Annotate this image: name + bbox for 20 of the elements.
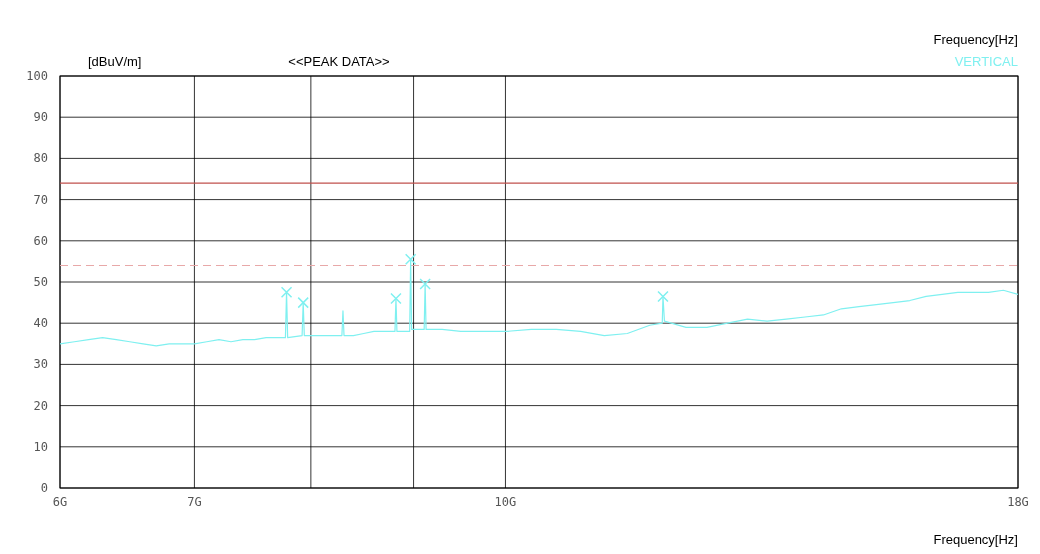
x-tick-label: 10G	[494, 495, 517, 509]
x-tick-label: 6G	[52, 495, 68, 509]
x-tick-label: 7G	[187, 495, 202, 509]
x-tick-label: 18G	[1007, 495, 1029, 509]
text: VERTICAL	[954, 54, 1018, 69]
y-tick-label: 60	[33, 233, 48, 248]
y-tick-label: 0	[40, 481, 48, 495]
text: Frequency[Hz]	[933, 32, 1018, 47]
y-tick-label: 100	[26, 69, 48, 83]
y-tick-label: 70	[33, 192, 48, 207]
x-axis-title: Frequency[Hz]	[933, 532, 1018, 547]
y-tick-label: 50	[33, 275, 48, 289]
chart-title: <<PEAK DATA>>	[288, 54, 390, 69]
y-tick-label: 30	[33, 357, 48, 372]
y-tick-label: 90	[33, 110, 48, 125]
y-tick-label: 20	[33, 398, 48, 413]
y-tick-label: 10	[33, 439, 48, 454]
y-tick-label: 40	[33, 316, 48, 331]
y-tick-label: 80	[33, 151, 48, 166]
y-axis-title: [dBuV/m]	[88, 54, 142, 69]
